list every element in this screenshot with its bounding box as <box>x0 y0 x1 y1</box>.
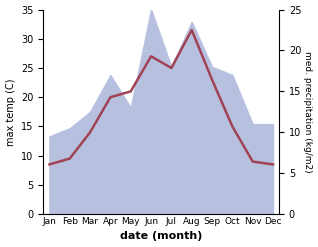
Y-axis label: max temp (C): max temp (C) <box>5 78 16 145</box>
Y-axis label: med. precipitation (kg/m2): med. precipitation (kg/m2) <box>303 51 313 173</box>
X-axis label: date (month): date (month) <box>120 231 203 242</box>
